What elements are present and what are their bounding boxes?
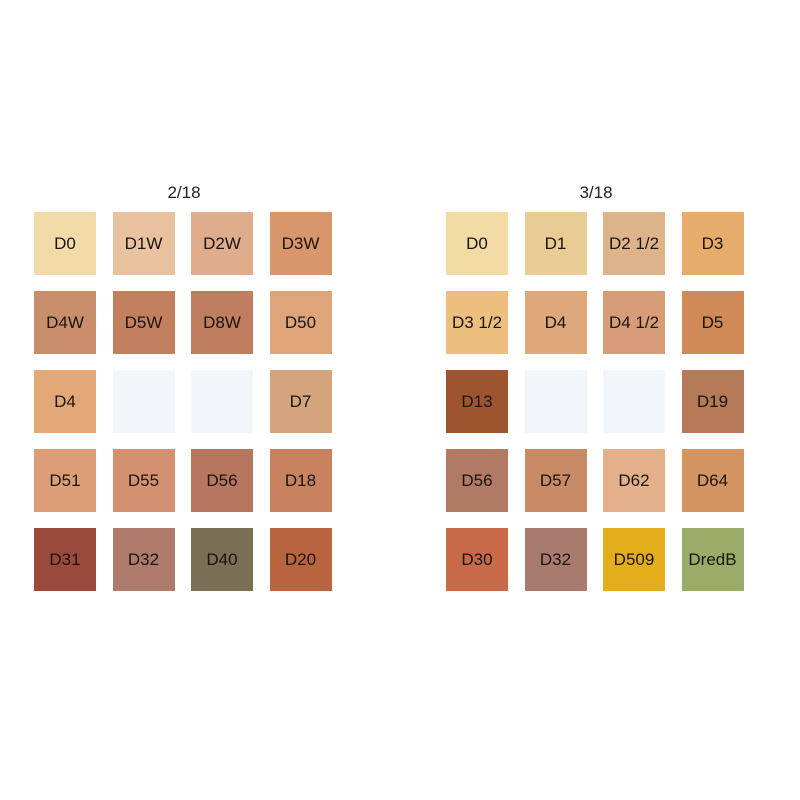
color-swatch: D32 — [524, 528, 587, 591]
color-swatch: D31 — [34, 528, 96, 591]
color-swatch: D50 — [269, 291, 332, 354]
color-swatch: D7 — [269, 370, 332, 433]
color-swatch: D5 — [681, 291, 744, 354]
color-swatch: D30 — [446, 528, 508, 591]
panel-title: 2/18 — [167, 183, 201, 202]
color-swatch: D56 — [446, 449, 508, 512]
color-swatch: D0 — [446, 212, 508, 275]
empty-swatch — [524, 370, 587, 433]
color-swatch: D51 — [34, 449, 96, 512]
color-swatch: D4 1/2 — [603, 291, 665, 354]
color-swatch: D13 — [446, 370, 508, 433]
color-swatch: D62 — [603, 449, 665, 512]
color-swatch: D3 1/2 — [446, 291, 508, 354]
color-swatch: D64 — [681, 449, 744, 512]
color-swatch: D1W — [112, 212, 175, 275]
color-swatch: D0 — [34, 212, 96, 275]
swatch-grid: D0 D1W D2W D3W D4W D5W D8W D50 D4 D7 D51 D55 D56 D18 D… — [34, 212, 332, 591]
color-swatch: D2 1/2 — [603, 212, 665, 275]
empty-swatch — [191, 370, 253, 433]
empty-swatch — [603, 370, 665, 433]
color-swatch: D5W — [112, 291, 175, 354]
color-swatch: D32 — [112, 528, 175, 591]
color-swatch: D4 — [524, 291, 587, 354]
color-swatch: D3W — [269, 212, 332, 275]
color-swatch: D56 — [191, 449, 253, 512]
empty-swatch — [112, 370, 175, 433]
color-swatch: D1 — [524, 212, 587, 275]
color-swatch: D40 — [191, 528, 253, 591]
color-swatch: D18 — [269, 449, 332, 512]
swatch-grid: D0 D1 D2 1/2 D3 D3 1/2 D4 D4 1/2 D5 D13 D19 D56 D57… — [446, 212, 744, 591]
color-swatch: D3 — [681, 212, 744, 275]
color-swatch: D8W — [191, 291, 253, 354]
color-swatch: D509 — [603, 528, 665, 591]
color-swatch: D20 — [269, 528, 332, 591]
color-swatch: D57 — [524, 449, 587, 512]
panel-title: 3/18 — [579, 183, 613, 202]
color-swatch: DredB — [681, 528, 744, 591]
color-swatch: D55 — [112, 449, 175, 512]
color-swatch: D4 — [34, 370, 96, 433]
color-swatch: D19 — [681, 370, 744, 433]
color-swatch: D2W — [191, 212, 253, 275]
color-swatch: D4W — [34, 291, 96, 354]
